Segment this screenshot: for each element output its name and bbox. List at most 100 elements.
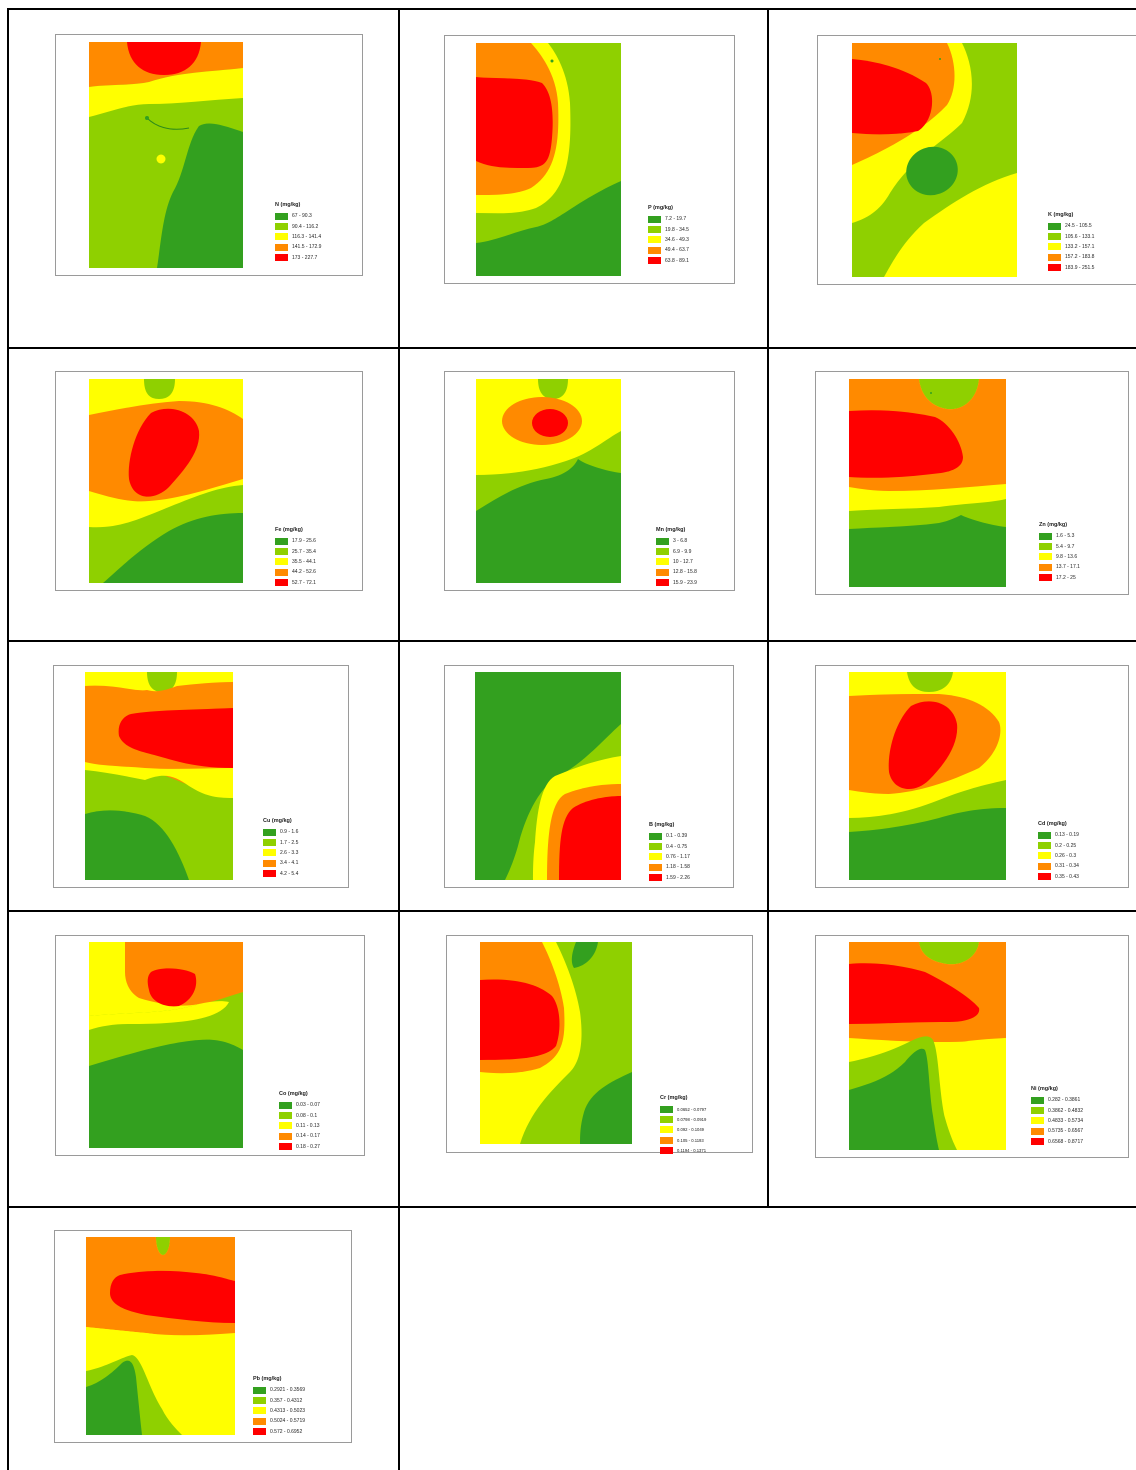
- map-n: [89, 42, 243, 268]
- grid-line-row1: [7, 347, 1136, 349]
- legend-swatch: [275, 537, 288, 545]
- legend-swatch: [1048, 253, 1061, 261]
- legend-label: 0.03 - 0.07: [296, 1102, 320, 1109]
- legend-swatch: [648, 236, 661, 244]
- legend-label: 1.59 - 2.26: [666, 874, 690, 881]
- legend-label: 173 - 227.7: [292, 254, 318, 261]
- legend-label: 63.8 - 89.1: [665, 257, 689, 264]
- legend-label: 52.7 - 72.1: [292, 579, 316, 586]
- map-panel-cd: Cd (mg/kg) 0.13 - 0.19 0.2 - 0.25 0.26 -…: [815, 665, 1129, 888]
- legend-item: 0.105 - 0.1193: [660, 1135, 706, 1145]
- legend-item: 4.2 - 5.4: [263, 869, 298, 879]
- legend-label: 0.0798 - 0.0919: [677, 1117, 707, 1123]
- legend-item: 0.1 - 0.39: [649, 831, 690, 841]
- legend-label: 2.6 - 3.3: [280, 849, 299, 856]
- legend-swatch: [1038, 862, 1051, 870]
- map-panel-zn: Zn (mg/kg) 1.6 - 5.3 5.4 - 9.7 9.8 - 13.…: [815, 371, 1129, 595]
- legend-label: 0.4833 - 0.5734: [1048, 1117, 1084, 1124]
- legend-item: 0.2 - 0.25: [1038, 840, 1079, 850]
- legend-item: 0.5024 - 0.5719: [253, 1416, 305, 1426]
- legend-label: 0.4 - 0.75: [666, 843, 688, 850]
- legend-item: 10 - 12.7: [656, 557, 697, 567]
- legend-item: 12.8 - 15.8: [656, 567, 697, 577]
- map-cd: [849, 672, 1006, 880]
- legend-ni: Ni (mg/kg) 0.282 - 0.3861 0.3862 - 0.483…: [1031, 1086, 1083, 1147]
- legend-item: 0.282 - 0.3861: [1031, 1095, 1083, 1105]
- legend-swatch: [253, 1386, 266, 1394]
- legend-label: 6.9 - 9.9: [673, 548, 692, 555]
- legend-cd: Cd (mg/kg) 0.13 - 0.19 0.2 - 0.25 0.26 -…: [1038, 821, 1079, 882]
- legend-item: 5.4 - 9.7: [1039, 541, 1080, 551]
- legend-title: Cr (mg/kg): [660, 1095, 688, 1101]
- legend-item: 6.9 - 9.9: [656, 546, 697, 556]
- legend-swatch: [649, 853, 662, 861]
- legend-item: 0.092 - 0.1049: [660, 1125, 706, 1135]
- grid-line-top: [7, 8, 1136, 10]
- legend-title: Zn (mg/kg): [1039, 522, 1068, 528]
- legend-label: 0.08 - 0.1: [296, 1112, 318, 1119]
- legend-item: 3.4 - 4.1: [263, 858, 298, 868]
- legend-swatch: [649, 843, 662, 851]
- map-panel-mn: Mn (mg/kg) 3 - 6.8 6.9 - 9.9 10 - 12.7 1…: [444, 371, 735, 591]
- map-mn: [476, 379, 621, 583]
- map-panel-co: Co (mg/kg) 0.03 - 0.07 0.08 - 0.1 0.11 -…: [55, 935, 365, 1156]
- legend-item: 2.6 - 3.3: [263, 848, 298, 858]
- legend-item: 133.2 - 157.1: [1048, 242, 1094, 252]
- legend-item: 1.7 - 2.5: [263, 837, 298, 847]
- legend-item: 105.6 - 133.1: [1048, 231, 1094, 241]
- legend-title: B (mg/kg): [649, 822, 675, 828]
- legend-b: B (mg/kg) 0.1 - 0.39 0.4 - 0.75 0.76 - 1…: [649, 822, 690, 883]
- legend-swatch: [660, 1136, 673, 1144]
- legend-swatch: [1031, 1096, 1044, 1104]
- legend-label: 157.2 - 183.8: [1065, 254, 1095, 261]
- grid-line-row4: [7, 1206, 1136, 1208]
- legend-item: 67 - 90.3: [275, 211, 321, 221]
- legend-label: 0.0652 - 0.0797: [677, 1106, 707, 1112]
- legend-item: 1.59 - 2.26: [649, 873, 690, 883]
- legend-swatch: [649, 832, 662, 840]
- legend-cr: Cr (mg/kg) 0.0652 - 0.0797 0.0798 - 0.09…: [660, 1095, 706, 1156]
- legend-item: 13.7 - 17.1: [1039, 562, 1080, 572]
- legend-swatch: [649, 874, 662, 882]
- legend-item: 17.9 - 25.6: [275, 536, 316, 546]
- map-pb: [86, 1237, 235, 1435]
- legend-item: 90.4 - 116.2: [275, 221, 321, 231]
- legend-item: 49.4 - 63.7: [648, 245, 689, 255]
- legend-swatch: [275, 223, 288, 231]
- legend-title: N (mg/kg): [275, 202, 301, 208]
- legend-title: Mn (mg/kg): [656, 527, 686, 533]
- legend-label: 0.31 - 0.34: [1055, 863, 1079, 870]
- legend-label: 133.2 - 157.1: [1065, 243, 1095, 250]
- legend-swatch: [253, 1407, 266, 1415]
- legend-item: 0.4313 - 0.5023: [253, 1406, 305, 1416]
- legend-swatch: [253, 1397, 266, 1405]
- legend-label: 105.6 - 133.1: [1065, 233, 1095, 240]
- map-panel-b: B (mg/kg) 0.1 - 0.39 0.4 - 0.75 0.76 - 1…: [444, 665, 734, 888]
- legend-label: 34.6 - 49.3: [665, 236, 689, 243]
- legend-label: 0.13 - 0.19: [1055, 832, 1079, 839]
- legend-title: Fe (mg/kg): [275, 527, 303, 533]
- legend-item: 0.357 - 0.4312: [253, 1395, 305, 1405]
- map-panel-cr: Cr (mg/kg) 0.0652 - 0.0797 0.0798 - 0.09…: [446, 935, 753, 1156]
- legend-swatch: [656, 558, 669, 566]
- legend-n: N (mg/kg) 67 - 90.3 90.4 - 116.2 116.3 -…: [275, 202, 321, 263]
- legend-pb: Pb (mg/kg) 0.2921 - 0.3569 0.357 - 0.431…: [253, 1376, 305, 1437]
- legend-swatch: [275, 243, 288, 251]
- legend-item: 25.7 - 35.4: [275, 546, 316, 556]
- legend-item: 157.2 - 183.8: [1048, 252, 1094, 262]
- legend-item: 17.2 - 25: [1039, 573, 1080, 583]
- legend-swatch: [263, 870, 276, 878]
- grid-line-row2: [7, 640, 1136, 642]
- legend-swatch: [1048, 222, 1061, 230]
- legend-item: 34.6 - 49.3: [648, 235, 689, 245]
- map-panel-pb: Pb (mg/kg) 0.2921 - 0.3569 0.357 - 0.431…: [54, 1230, 352, 1443]
- legend-swatch: [1038, 842, 1051, 850]
- legend-label: 0.282 - 0.3861: [1048, 1097, 1081, 1104]
- legend-title: K (mg/kg): [1048, 212, 1074, 218]
- legend-item: 0.13 - 0.19: [1038, 830, 1079, 840]
- legend-label: 19.8 - 34.5: [665, 226, 689, 233]
- legend-label: 0.105 - 0.1193: [677, 1137, 704, 1143]
- legend-item: 0.18 - 0.27: [279, 1142, 320, 1152]
- legend-swatch: [1039, 543, 1052, 551]
- legend-item: 19.8 - 34.5: [648, 224, 689, 234]
